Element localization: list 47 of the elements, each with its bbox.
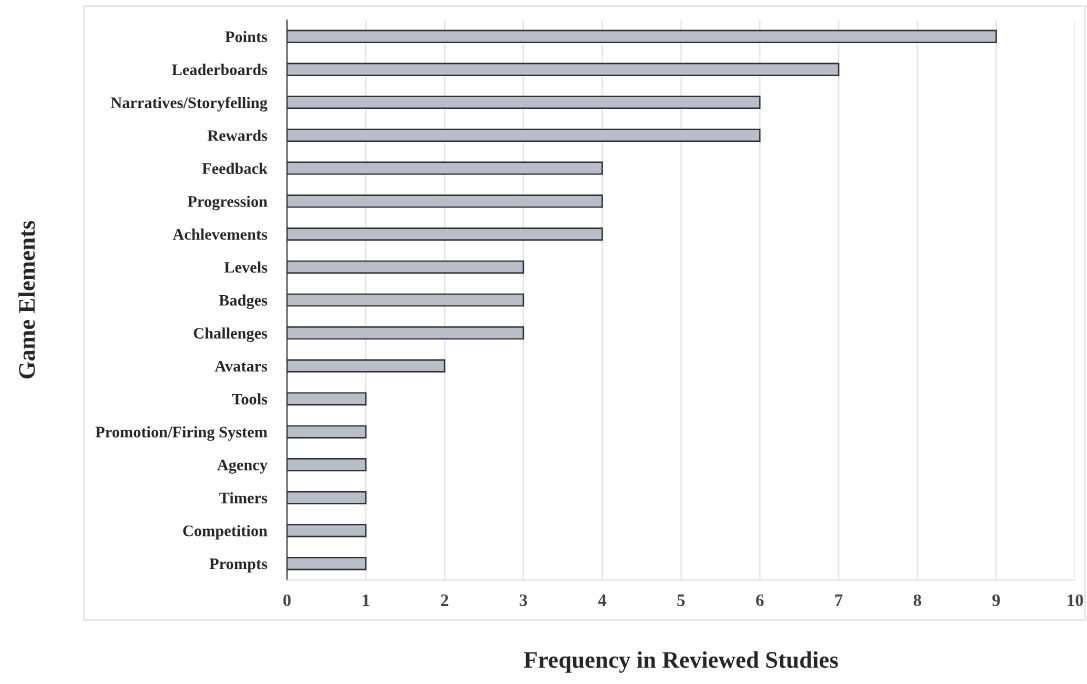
bar xyxy=(287,523,367,538)
y-tick-label: Levels xyxy=(224,261,268,273)
bar xyxy=(287,161,603,175)
x-tick-label: 9 xyxy=(992,594,1000,607)
x-tick-label: 0 xyxy=(283,594,291,607)
y-tick-label: Rewards xyxy=(207,129,268,141)
bar xyxy=(287,556,367,571)
x-tick-label: 6 xyxy=(756,594,764,607)
bar xyxy=(287,260,525,274)
bar xyxy=(287,425,367,439)
y-tick-label: Agency xyxy=(217,459,268,474)
x-tick-label: 3 xyxy=(519,594,528,607)
x-tick-label: 7 xyxy=(835,594,843,606)
y-tick-label: Achlevements xyxy=(172,228,268,240)
bar xyxy=(287,95,761,109)
bar xyxy=(287,359,446,373)
y-tick-label: Avatars xyxy=(214,360,268,372)
y-tick-label: Badges xyxy=(219,294,268,310)
y-tick-label: Timers xyxy=(219,492,268,504)
bar xyxy=(287,128,761,142)
y-tick-label: Promotion/Firing System xyxy=(95,426,268,441)
y-tick-label: Points xyxy=(225,30,268,43)
y-tick-label: Competition xyxy=(183,525,268,540)
x-tick-label: 1 xyxy=(362,594,370,606)
y-tick-label: Narratives/Storyfelling xyxy=(110,96,268,112)
bar xyxy=(287,491,367,505)
y-tick-label: Challenges xyxy=(193,327,268,343)
y-tick-label: Prompts xyxy=(209,558,268,573)
bar xyxy=(287,194,603,208)
x-tick-label: 8 xyxy=(913,594,922,607)
bar xyxy=(287,227,603,241)
x-tick-label: 2 xyxy=(440,594,449,606)
bar xyxy=(287,458,367,472)
y-tick-label: Progression xyxy=(187,195,268,211)
y-tick-label: Tools xyxy=(231,393,268,405)
x-axis-title: Frequency in Reviewed Studies xyxy=(523,651,838,673)
y-tick-label: Leaderboards xyxy=(171,63,268,76)
x-tick-label: 5 xyxy=(677,594,685,607)
x-tick-label: 4 xyxy=(598,594,607,606)
y-axis-title: Game Elements xyxy=(18,220,35,379)
x-tick-label: 10 xyxy=(1067,594,1084,607)
bar xyxy=(287,326,525,340)
bar xyxy=(287,29,997,44)
bar xyxy=(287,293,525,307)
bar xyxy=(287,62,840,77)
y-tick-label: Feedback xyxy=(202,162,268,174)
bar xyxy=(287,392,367,406)
